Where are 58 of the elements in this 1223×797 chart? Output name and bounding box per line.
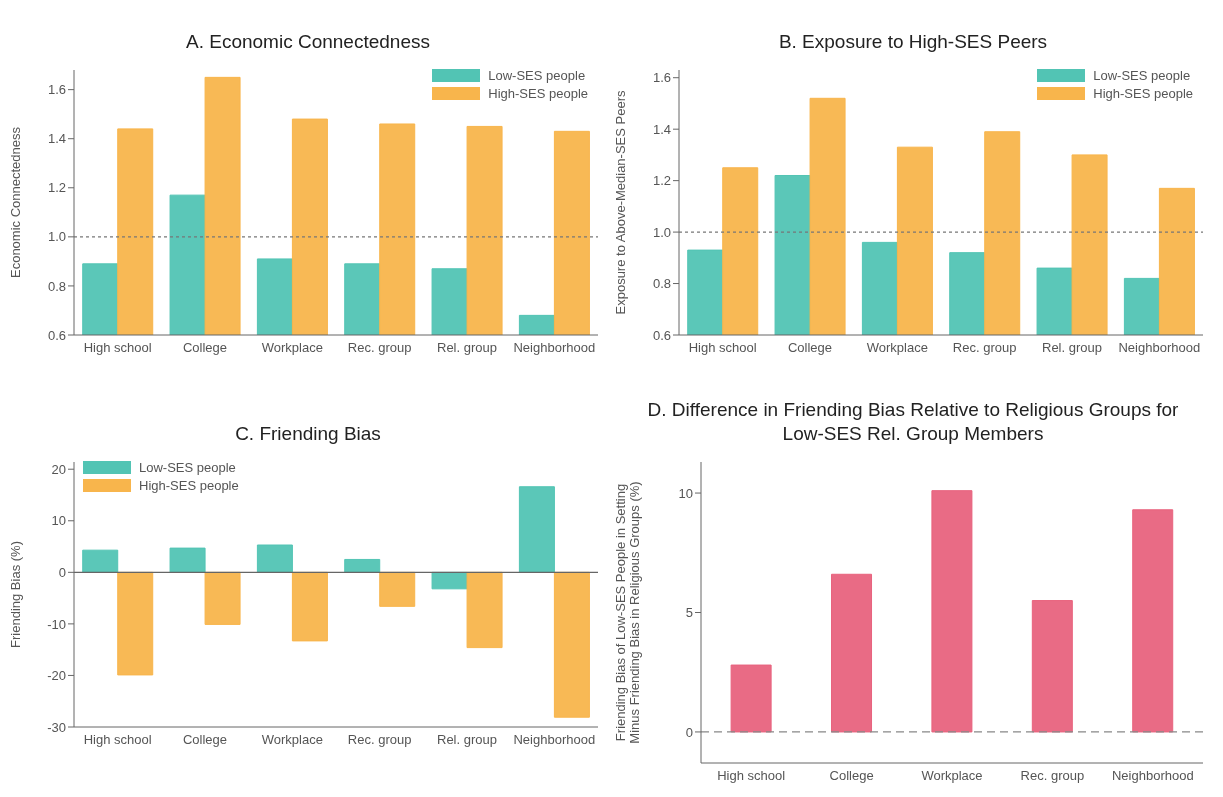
x-tick-label: Rel. group xyxy=(437,340,497,356)
x-tick-label: Workplace xyxy=(261,732,323,748)
chart-title: D. Difference in Friending Bias Relative to Religious Groups for Low-SES Rel. Group Members xyxy=(646,398,1180,446)
y-tick-label: 1.0 xyxy=(47,229,66,245)
y-tick-label: 1.2 xyxy=(47,180,66,196)
x-tick-label: Rec. group xyxy=(347,732,412,748)
y-tick-label: -10 xyxy=(47,616,66,632)
legend-label: Low-SES people xyxy=(1093,68,1191,83)
y-axis-title: Friending Bias (%) xyxy=(8,541,23,648)
x-tick-label: College xyxy=(182,732,228,748)
y-tick-label: 1.0 xyxy=(652,224,671,240)
x-tick-label: Workplace xyxy=(921,768,983,784)
y-tick-label: 10 xyxy=(51,513,66,529)
legend-label: Low-SES people xyxy=(488,68,586,83)
y-tick-label: 0.8 xyxy=(47,278,66,294)
x-tick-label: Neighborhood xyxy=(513,732,596,748)
y-axis-title: Friending Bias of Low-SES People in Setting Minus Friending Bias in Religious Groups (%) xyxy=(613,481,642,744)
y-tick-label: 20 xyxy=(51,461,66,477)
y-tick-label: 5 xyxy=(685,605,693,621)
y-axis-title: Exposure to Above-Median-SES Peers xyxy=(613,90,628,315)
y-axis-title: Economic Connectedness xyxy=(8,126,23,279)
x-tick-label: High school xyxy=(717,768,786,784)
x-tick-label: College xyxy=(182,340,228,356)
y-tick-label: 0.8 xyxy=(652,276,671,292)
x-tick-label: Workplace xyxy=(866,340,928,356)
y-tick-label: 0.6 xyxy=(652,327,671,343)
y-tick-label: 1.2 xyxy=(652,173,671,189)
y-tick-label: 1.6 xyxy=(47,82,66,98)
x-tick-label: Neighborhood xyxy=(1111,768,1194,784)
x-tick-label: Workplace xyxy=(261,340,323,356)
y-tick-label: 10 xyxy=(678,485,693,501)
x-tick-label: Rec. group xyxy=(1020,768,1085,784)
legend-label: High-SES people xyxy=(488,86,588,101)
x-tick-label: High school xyxy=(83,340,152,356)
legend-label: High-SES people xyxy=(139,478,239,493)
y-tick-label: 1.6 xyxy=(652,70,671,86)
x-tick-label: Rel. group xyxy=(437,732,497,748)
x-tick-label: High school xyxy=(83,732,152,748)
x-tick-label: College xyxy=(829,768,874,784)
x-tick-label: Neighborhood xyxy=(1118,340,1201,356)
y-tick-label: 1.4 xyxy=(652,121,671,137)
x-tick-label: Rec. group xyxy=(952,340,1017,356)
legend-label: High-SES people xyxy=(1093,86,1193,101)
chart-title: C. Friending Bias xyxy=(234,422,382,446)
y-tick-label: -20 xyxy=(47,668,66,684)
chart-title: B. Exposure to High-SES Peers xyxy=(777,30,1049,54)
x-tick-label: High school xyxy=(688,340,757,356)
legend-label: Low-SES people xyxy=(139,460,236,475)
y-tick-label: 0.6 xyxy=(47,327,66,343)
x-tick-label: Rel. group xyxy=(1042,340,1102,356)
x-tick-label: Neighborhood xyxy=(513,340,596,356)
x-tick-label: Rec. group xyxy=(347,340,412,356)
y-tick-label: 1.4 xyxy=(47,131,66,147)
y-tick-label: 0 xyxy=(58,564,66,580)
x-tick-label: College xyxy=(787,340,833,356)
chart-title: A. Economic Connectedness xyxy=(185,30,431,54)
y-tick-label: -30 xyxy=(47,719,66,735)
y-tick-label: 0 xyxy=(685,724,693,740)
